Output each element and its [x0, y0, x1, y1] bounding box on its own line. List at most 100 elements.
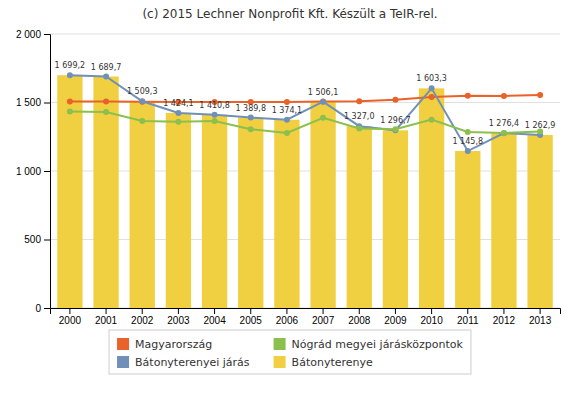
marker [501, 130, 507, 136]
x-tick-label: 2006 [276, 315, 299, 326]
marker [284, 117, 290, 123]
marker [67, 72, 73, 78]
marker [429, 117, 435, 123]
marker [175, 110, 181, 116]
grid-line [50, 239, 560, 240]
x-tick-label: 2005 [240, 315, 263, 326]
line [70, 75, 540, 151]
y-tick-mark [44, 171, 50, 172]
x-tick-label: 2013 [529, 315, 552, 326]
legend-swatch [117, 356, 129, 368]
x-tick-mark [142, 308, 143, 314]
legend-label: Nógrád megyei járásközpontok [292, 338, 464, 351]
legend: Magyarország Bátonyterenyei járás Nógrád m… [109, 330, 471, 374]
legend-item: Magyarország [117, 338, 212, 351]
marker [392, 126, 398, 132]
x-tick-label: 2002 [131, 315, 154, 326]
marker [103, 99, 109, 105]
y-tick: 500 [24, 234, 50, 245]
marker [465, 93, 471, 99]
y-tick-label: 1 500 [16, 97, 41, 108]
marker [248, 115, 254, 121]
bar [238, 118, 263, 308]
x-tick-label: 2004 [203, 315, 226, 326]
x-tick-mark [286, 308, 287, 314]
x-tick-label: 2003 [167, 315, 190, 326]
marker [175, 119, 181, 125]
grid-line [50, 34, 560, 35]
y-tick-mark [44, 308, 50, 309]
x-tick-label: 2011 [457, 315, 479, 326]
x-tick: 2010 [420, 308, 443, 326]
x-tick: 2007 [312, 308, 335, 326]
bar [383, 130, 408, 308]
data-label: 1 389,8 [235, 104, 266, 113]
legend-label: Bátonyterenye [292, 356, 373, 369]
x-tick: 2013 [529, 308, 552, 326]
x-tick-mark [395, 308, 396, 314]
marker [103, 74, 109, 80]
x-tick-label: 2001 [95, 315, 118, 326]
data-label: 1 262,9 [525, 121, 556, 130]
marker [356, 98, 362, 104]
bar [130, 101, 155, 308]
legend-item: Nógrád megyei járásközpontok [274, 338, 464, 351]
chart-title: (c) 2015 Lechner Nonprofit Kft. Készült … [142, 7, 437, 21]
legend-label: Magyarország [135, 338, 212, 351]
x-tick-label: 2007 [312, 315, 335, 326]
legend-swatch [274, 356, 286, 368]
marker [284, 130, 290, 136]
x-tick-mark [431, 308, 432, 314]
legend-swatch [117, 338, 129, 350]
x-tick-label: 2009 [384, 315, 407, 326]
x-tick-mark [69, 308, 70, 314]
x-tick: 2005 [240, 308, 263, 326]
x-tick: 2001 [95, 308, 118, 326]
marker [465, 129, 471, 135]
bar [202, 115, 227, 308]
legend-frame [109, 330, 471, 374]
x-tick: 2002 [131, 308, 154, 326]
data-label: 1 327,0 [344, 112, 375, 121]
marker [501, 130, 507, 136]
bar [347, 126, 372, 308]
x-axis-line [51, 309, 561, 315]
marker [320, 99, 326, 105]
y-axis-line [44, 35, 51, 309]
x-axis: 2000 2001 2002 2003 2004 2005 2006 2007 2008 2009… [51, 308, 561, 326]
bar-series [57, 75, 553, 308]
y-tick: 1 000 [16, 166, 50, 177]
chart-svg: (c) 2015 Lechner Nonprofit Kft. Készült … [0, 0, 580, 400]
x-tick: 2012 [493, 308, 516, 326]
data-label: 1 603,3 [416, 74, 447, 83]
marker [392, 97, 398, 103]
x-tick-mark [359, 308, 360, 314]
x-tick-mark [467, 308, 468, 314]
data-label: 1 424,1 [163, 99, 194, 108]
x-tick: 2000 [59, 308, 82, 326]
marker [139, 98, 145, 104]
legend-item: Bátonyterenye [274, 356, 373, 369]
legend-swatch [274, 338, 286, 350]
x-tick-mark [540, 308, 541, 314]
marker [212, 118, 218, 124]
marker [139, 99, 145, 105]
x-tick: 2004 [203, 308, 226, 326]
bar [57, 75, 82, 308]
x-tick: 2008 [348, 308, 371, 326]
data-label: 1 410,8 [199, 101, 230, 110]
y-tick-label: 0 [35, 303, 41, 314]
line-series [67, 72, 543, 154]
grid [50, 34, 560, 308]
marker [248, 126, 254, 132]
x-tick: 2006 [276, 308, 299, 326]
bar [455, 151, 480, 308]
marker [212, 112, 218, 118]
line-series [67, 108, 543, 136]
bar [310, 102, 335, 308]
grid-line [50, 171, 560, 172]
data-label: 1 276,4 [489, 119, 520, 128]
x-tick-mark [178, 308, 179, 314]
legend-item: Bátonyterenyei járás [117, 356, 250, 369]
y-axis: 05001 0001 5002 000 [16, 29, 51, 314]
